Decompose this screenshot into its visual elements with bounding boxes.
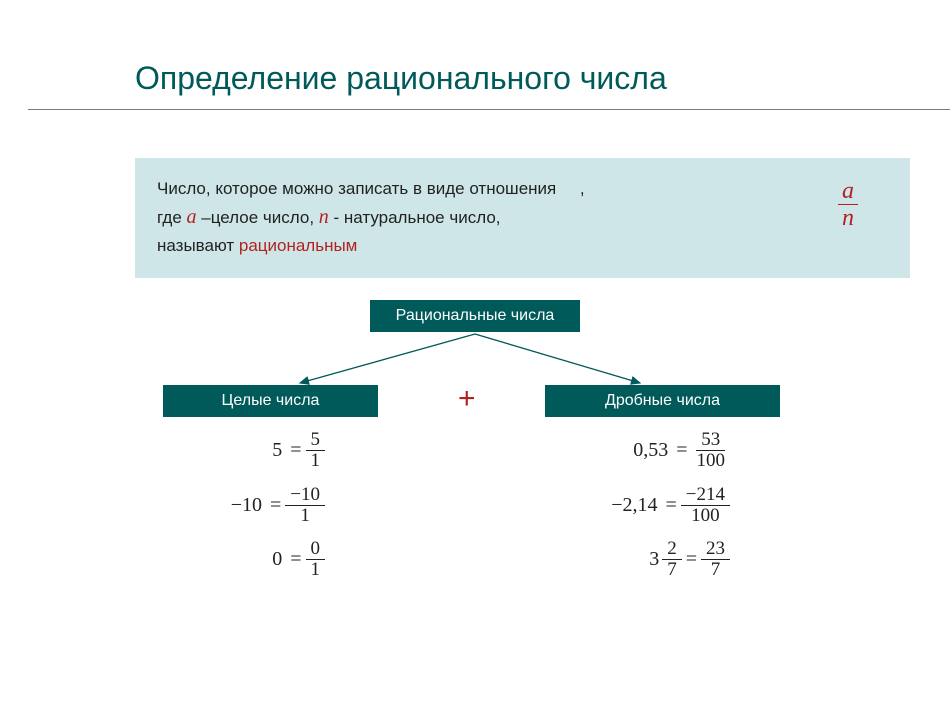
equals-sign: = [270,494,281,517]
def-line2-post: - натуральное число, [329,208,501,227]
fraction-den: 7 [662,560,682,580]
equals-sign: = [290,439,301,462]
definition-line3: называют рациональным [157,233,888,259]
fraction-den: 1 [295,506,315,526]
definition-box: Число, которое можно записать в виде отн… [135,158,910,278]
definition-fraction: а n [838,178,858,232]
equation-row: 0,53=53100 [530,430,730,471]
eq-lhs: −10 [231,494,262,517]
page-title: Определение рационального числа [0,0,950,109]
fraction-num: 23 [701,539,730,560]
def-line2-mid: –целое число, [197,208,319,227]
equals-sign: = [666,494,677,517]
fraction-num: −10 [285,485,325,506]
equation-row: 327=237 [530,539,730,580]
eq-lhs: −2,14 [611,494,657,517]
fraction-num: −214 [681,485,730,506]
fraction-num: 5 [306,430,326,451]
tree-node-right: Дробные числа [545,385,780,417]
mixed-number: 327 [649,539,682,580]
equations-right-col: 0,53=53100−2,14=−214100327=237 [530,430,730,595]
tree-plus: + [458,382,476,416]
def-line2-pre: где [157,208,187,227]
fraction: 53100 [692,430,731,471]
def-line1-post: , [580,179,585,198]
definition-line2: где а –целое число, n - натуральное числ… [157,202,888,233]
title-underline [28,109,950,110]
equations-area: 5=51−10=−1010=01 0,53=53100−2,14=−214100… [0,430,950,650]
tree-diagram: Рациональные числа Целые числа Дробные ч… [0,300,950,430]
equation-row: 0=01 [185,539,325,580]
fraction: 27 [662,539,682,580]
fraction-num: 0 [306,539,326,560]
fraction: −101 [285,485,325,526]
equation-row: −2,14 =−214100 [530,485,730,526]
eq-lhs: 0,53 [633,439,668,462]
fraction-den: 1 [306,560,326,580]
def-frac-den: n [838,205,858,231]
fraction-den: 1 [306,451,326,471]
def-var-a: а [187,206,197,228]
equals-sign: = [290,548,301,571]
tree-node-root: Рациональные числа [370,300,580,332]
eq-lhs: 0 [272,548,282,571]
equations-left-col: 5=51−10=−1010=01 [185,430,325,595]
equation-row: −10=−101 [185,485,325,526]
def-line3-word: рациональным [239,236,358,255]
fraction-den: 7 [706,560,726,580]
fraction-num: 2 [662,539,682,560]
fraction-den: 100 [692,451,731,471]
fraction-den: 100 [686,506,725,526]
definition-line1: Число, которое можно записать в виде отн… [157,176,888,202]
eq-lhs: 5 [272,439,282,462]
def-line1-pre: Число, которое можно записать в виде отн… [157,179,556,198]
mixed-whole: 3 [649,548,659,571]
def-var-n: n [319,206,329,228]
tree-node-left: Целые числа [163,385,378,417]
fraction: 237 [701,539,730,580]
def-line3-pre: называют [157,236,239,255]
equals-sign: = [676,439,687,462]
equation-row: 5=51 [185,430,325,471]
fraction: 01 [306,539,326,580]
equals-sign: = [686,548,697,571]
fraction-num: 53 [696,430,725,451]
fraction: 51 [306,430,326,471]
fraction: −214100 [681,485,730,526]
def-frac-num: а [838,178,858,205]
